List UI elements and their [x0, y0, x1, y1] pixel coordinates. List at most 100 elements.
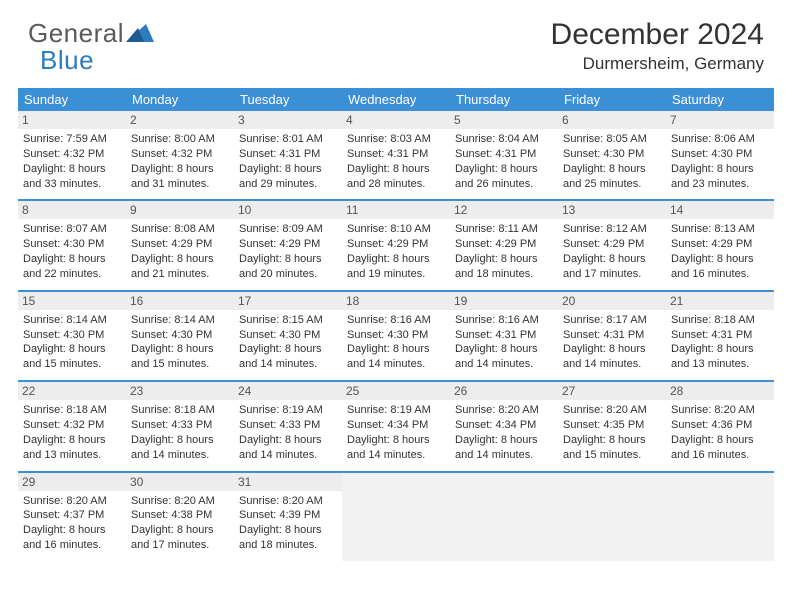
daylight-line: and 13 minutes. — [23, 448, 121, 463]
daylight-line: and 14 minutes. — [239, 448, 337, 463]
sunrise-line: Sunrise: 8:14 AM — [23, 313, 121, 328]
day-cell: 3Sunrise: 8:01 AMSunset: 4:31 PMDaylight… — [234, 111, 342, 199]
sunrise-line: Sunrise: 8:09 AM — [239, 222, 337, 237]
day-cell: 18Sunrise: 8:16 AMSunset: 4:30 PMDayligh… — [342, 292, 450, 380]
week-row: 15Sunrise: 8:14 AMSunset: 4:30 PMDayligh… — [18, 292, 774, 382]
weekday-header: Saturday — [666, 88, 774, 111]
sunrise-line: Sunrise: 8:14 AM — [131, 313, 229, 328]
sunrise-line: Sunrise: 8:18 AM — [671, 313, 769, 328]
sunset-line: Sunset: 4:38 PM — [131, 508, 229, 523]
sunrise-line: Sunrise: 8:20 AM — [671, 403, 769, 418]
daylight-line: Daylight: 8 hours — [671, 342, 769, 357]
sunrise-line: Sunrise: 8:19 AM — [239, 403, 337, 418]
daylight-line: and 16 minutes. — [23, 538, 121, 553]
daylight-line: Daylight: 8 hours — [347, 342, 445, 357]
sunset-line: Sunset: 4:37 PM — [23, 508, 121, 523]
daylight-line: and 16 minutes. — [671, 448, 769, 463]
day-number: 28 — [666, 382, 774, 400]
day-number: 22 — [18, 382, 126, 400]
day-number: 16 — [126, 292, 234, 310]
day-cell: 25Sunrise: 8:19 AMSunset: 4:34 PMDayligh… — [342, 382, 450, 470]
empty-day-cell — [342, 473, 450, 561]
daylight-line: Daylight: 8 hours — [239, 433, 337, 448]
sunrise-line: Sunrise: 8:05 AM — [563, 132, 661, 147]
sunset-line: Sunset: 4:31 PM — [455, 147, 553, 162]
daylight-line: Daylight: 8 hours — [347, 252, 445, 267]
day-number: 31 — [234, 473, 342, 491]
day-cell: 1Sunrise: 7:59 AMSunset: 4:32 PMDaylight… — [18, 111, 126, 199]
daylight-line: Daylight: 8 hours — [131, 162, 229, 177]
daylight-line: Daylight: 8 hours — [239, 162, 337, 177]
sunrise-line: Sunrise: 8:20 AM — [131, 494, 229, 509]
daylight-line: Daylight: 8 hours — [23, 252, 121, 267]
weekday-header-row: SundayMondayTuesdayWednesdayThursdayFrid… — [18, 88, 774, 111]
daylight-line: and 22 minutes. — [23, 267, 121, 282]
daylight-line: and 26 minutes. — [455, 177, 553, 192]
day-cell: 14Sunrise: 8:13 AMSunset: 4:29 PMDayligh… — [666, 201, 774, 289]
daylight-line: and 14 minutes. — [455, 357, 553, 372]
daylight-line: and 14 minutes. — [347, 357, 445, 372]
day-cell: 17Sunrise: 8:15 AMSunset: 4:30 PMDayligh… — [234, 292, 342, 380]
daylight-line: Daylight: 8 hours — [563, 252, 661, 267]
sunrise-line: Sunrise: 8:15 AM — [239, 313, 337, 328]
day-number: 12 — [450, 201, 558, 219]
calendar: SundayMondayTuesdayWednesdayThursdayFrid… — [18, 88, 774, 561]
day-cell: 23Sunrise: 8:18 AMSunset: 4:33 PMDayligh… — [126, 382, 234, 470]
sunset-line: Sunset: 4:30 PM — [347, 328, 445, 343]
empty-day-cell — [558, 473, 666, 561]
daylight-line: Daylight: 8 hours — [23, 433, 121, 448]
sunrise-line: Sunrise: 8:13 AM — [671, 222, 769, 237]
sunset-line: Sunset: 4:31 PM — [239, 147, 337, 162]
day-cell: 19Sunrise: 8:16 AMSunset: 4:31 PMDayligh… — [450, 292, 558, 380]
day-number: 20 — [558, 292, 666, 310]
day-number: 21 — [666, 292, 774, 310]
sunrise-line: Sunrise: 8:18 AM — [23, 403, 121, 418]
daylight-line: Daylight: 8 hours — [131, 523, 229, 538]
day-number: 30 — [126, 473, 234, 491]
daylight-line: Daylight: 8 hours — [455, 433, 553, 448]
daylight-line: and 14 minutes. — [455, 448, 553, 463]
daylight-line: Daylight: 8 hours — [347, 433, 445, 448]
sunrise-line: Sunrise: 8:16 AM — [347, 313, 445, 328]
sunrise-line: Sunrise: 8:20 AM — [455, 403, 553, 418]
sunset-line: Sunset: 4:30 PM — [23, 328, 121, 343]
week-row: 1Sunrise: 7:59 AMSunset: 4:32 PMDaylight… — [18, 111, 774, 201]
day-cell: 12Sunrise: 8:11 AMSunset: 4:29 PMDayligh… — [450, 201, 558, 289]
day-cell: 9Sunrise: 8:08 AMSunset: 4:29 PMDaylight… — [126, 201, 234, 289]
week-row: 22Sunrise: 8:18 AMSunset: 4:32 PMDayligh… — [18, 382, 774, 472]
day-number: 27 — [558, 382, 666, 400]
sunrise-line: Sunrise: 8:12 AM — [563, 222, 661, 237]
daylight-line: Daylight: 8 hours — [239, 252, 337, 267]
sunrise-line: Sunrise: 8:10 AM — [347, 222, 445, 237]
daylight-line: and 29 minutes. — [239, 177, 337, 192]
daylight-line: Daylight: 8 hours — [131, 433, 229, 448]
daylight-line: and 14 minutes. — [239, 357, 337, 372]
empty-day-cell — [450, 473, 558, 561]
day-number: 14 — [666, 201, 774, 219]
title-block: December 2024 Durmersheim, Germany — [551, 18, 764, 74]
sunrise-line: Sunrise: 8:11 AM — [455, 222, 553, 237]
sunrise-line: Sunrise: 8:16 AM — [455, 313, 553, 328]
sunset-line: Sunset: 4:34 PM — [455, 418, 553, 433]
sunrise-line: Sunrise: 8:20 AM — [23, 494, 121, 509]
sunset-line: Sunset: 4:32 PM — [23, 418, 121, 433]
sunset-line: Sunset: 4:31 PM — [671, 328, 769, 343]
daylight-line: Daylight: 8 hours — [671, 162, 769, 177]
daylight-line: Daylight: 8 hours — [455, 162, 553, 177]
day-cell: 26Sunrise: 8:20 AMSunset: 4:34 PMDayligh… — [450, 382, 558, 470]
daylight-line: Daylight: 8 hours — [347, 162, 445, 177]
daylight-line: and 18 minutes. — [455, 267, 553, 282]
daylight-line: Daylight: 8 hours — [563, 433, 661, 448]
sunset-line: Sunset: 4:29 PM — [239, 237, 337, 252]
daylight-line: Daylight: 8 hours — [455, 252, 553, 267]
day-number: 19 — [450, 292, 558, 310]
sunrise-line: Sunrise: 8:17 AM — [563, 313, 661, 328]
sunset-line: Sunset: 4:33 PM — [131, 418, 229, 433]
day-cell: 31Sunrise: 8:20 AMSunset: 4:39 PMDayligh… — [234, 473, 342, 561]
daylight-line: and 14 minutes. — [131, 448, 229, 463]
day-cell: 20Sunrise: 8:17 AMSunset: 4:31 PMDayligh… — [558, 292, 666, 380]
sunrise-line: Sunrise: 8:20 AM — [239, 494, 337, 509]
weekday-header: Monday — [126, 88, 234, 111]
sunrise-line: Sunrise: 8:20 AM — [563, 403, 661, 418]
day-cell: 7Sunrise: 8:06 AMSunset: 4:30 PMDaylight… — [666, 111, 774, 199]
